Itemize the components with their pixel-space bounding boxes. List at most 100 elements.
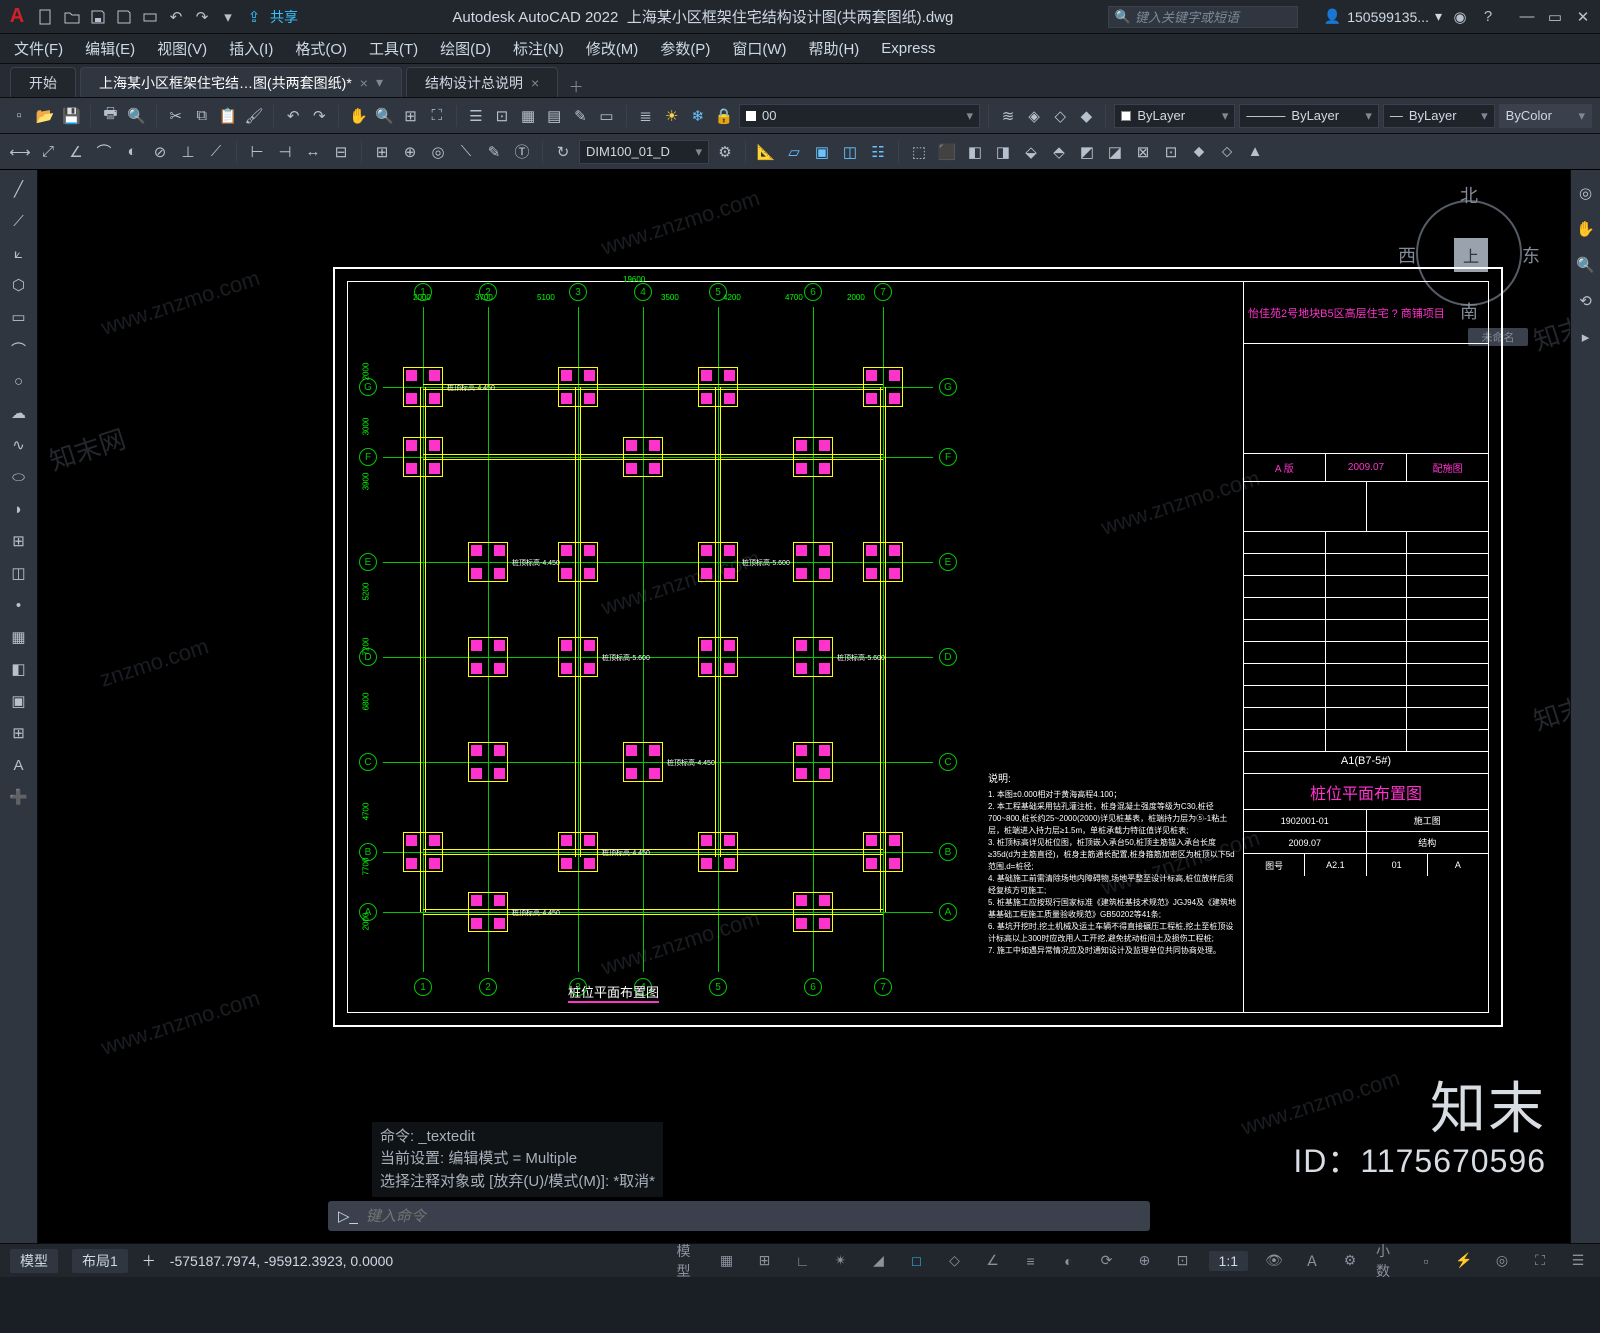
et13-icon[interactable]: ▲ xyxy=(1243,140,1267,164)
dim-aligned-icon[interactable]: ⤢ xyxy=(36,140,60,164)
menu-modify[interactable]: 修改(M) xyxy=(586,38,639,59)
layeroff-icon[interactable]: ◇ xyxy=(1049,104,1071,128)
qp-icon[interactable]: ⊡ xyxy=(1171,1249,1195,1273)
linetype-dropdown[interactable]: ———ByLayer▾ xyxy=(1239,104,1378,128)
et3-icon[interactable]: ◧ xyxy=(963,140,987,164)
undo2-icon[interactable]: ↶ xyxy=(282,104,304,128)
et12-icon[interactable]: ⬦ xyxy=(1215,140,1239,164)
compass-w[interactable]: 西 xyxy=(1398,242,1416,268)
layer-icon[interactable]: ≣ xyxy=(634,104,656,128)
et1-icon[interactable]: ⬚ xyxy=(907,140,931,164)
properties-icon[interactable]: ☰ xyxy=(465,104,487,128)
line-icon[interactable]: ╱ xyxy=(6,176,32,202)
copy-icon[interactable]: ⧉ xyxy=(191,104,213,128)
centermark-icon[interactable]: ⊕ xyxy=(398,140,422,164)
et4-icon[interactable]: ◨ xyxy=(991,140,1015,164)
share-label[interactable]: 共享 xyxy=(270,7,298,27)
rectangle-icon[interactable]: ▭ xyxy=(6,304,32,330)
layeron-icon[interactable]: ◆ xyxy=(1075,104,1097,128)
dimstyle-mgr-icon[interactable]: ⚙ xyxy=(713,140,737,164)
dim-radius-icon[interactable]: ◐ xyxy=(120,140,144,164)
menu-param[interactable]: 参数(P) xyxy=(660,38,710,59)
polygon-icon[interactable]: ⬡ xyxy=(6,272,32,298)
dim-jogged-icon[interactable]: ⟋ xyxy=(204,140,228,164)
et8-icon[interactable]: ◪ xyxy=(1103,140,1127,164)
sheet-set-icon[interactable]: ▤ xyxy=(543,104,565,128)
tab-doc2[interactable]: 结构设计总说明× xyxy=(406,67,558,97)
new2-icon[interactable]: ▫ xyxy=(8,104,30,128)
hwaccel-icon[interactable]: ⚡ xyxy=(1452,1249,1476,1273)
arc-icon[interactable]: ⌒ xyxy=(6,336,32,362)
qat-more-icon[interactable]: ▾ xyxy=(218,7,238,27)
addselected-icon[interactable]: ➕ xyxy=(6,784,32,810)
menu-window[interactable]: 窗口(W) xyxy=(732,38,786,59)
construction-line-icon[interactable]: ⟋ xyxy=(6,208,32,234)
isodraft-icon[interactable]: ◢ xyxy=(867,1249,891,1273)
layeriso-icon[interactable]: ◈ xyxy=(1023,104,1045,128)
table-icon[interactable]: ⊞ xyxy=(6,720,32,746)
color-dropdown[interactable]: ByLayer▾ xyxy=(1114,104,1235,128)
undo-icon[interactable]: ↶ xyxy=(166,7,186,27)
menu-draw[interactable]: 绘图(D) xyxy=(440,38,491,59)
cleanscreen-icon[interactable]: ⛶ xyxy=(1528,1249,1552,1273)
et10-icon[interactable]: ⊡ xyxy=(1159,140,1183,164)
menu-edit[interactable]: 编辑(E) xyxy=(85,38,135,59)
units-icon[interactable]: 小数 xyxy=(1376,1249,1400,1273)
et7-icon[interactable]: ◩ xyxy=(1075,140,1099,164)
polyline-icon[interactable]: ⟀ xyxy=(6,240,32,266)
open-icon[interactable] xyxy=(62,7,82,27)
model-tab[interactable]: 模型 xyxy=(10,1249,58,1273)
menu-tools[interactable]: 工具(T) xyxy=(369,38,418,59)
et11-icon[interactable]: ⬥ xyxy=(1187,140,1211,164)
autodesk-app-icon[interactable]: ◉ xyxy=(1450,7,1470,27)
menu-file[interactable]: 文件(F) xyxy=(14,38,63,59)
snap-mode-icon[interactable]: ⊞ xyxy=(753,1249,777,1273)
isolate-icon[interactable]: ◎ xyxy=(1490,1249,1514,1273)
region-icon[interactable]: ◫ xyxy=(838,140,862,164)
polar-icon[interactable]: ✴ xyxy=(829,1249,853,1273)
gradient-icon[interactable]: ◧ xyxy=(6,656,32,682)
nav-zoom-icon[interactable]: 🔍 xyxy=(1573,252,1599,278)
dim-break-icon[interactable]: ⊟ xyxy=(329,140,353,164)
dim-diameter-icon[interactable]: ⊘ xyxy=(148,140,172,164)
menu-dim[interactable]: 标注(N) xyxy=(513,38,564,59)
spline-icon[interactable]: ∿ xyxy=(6,432,32,458)
menu-express[interactable]: Express xyxy=(881,40,935,57)
save-icon[interactable] xyxy=(88,7,108,27)
layout1-tab[interactable]: 布局1 xyxy=(72,1249,128,1273)
help-icon[interactable]: ? xyxy=(1478,7,1498,27)
save2-icon[interactable]: 💾 xyxy=(60,104,82,128)
user-menu[interactable]: 👤 150599135... ▾ xyxy=(1324,8,1442,25)
dim-arc-icon[interactable]: ⌒ xyxy=(92,140,116,164)
zoomwin-icon[interactable]: ⊞ xyxy=(400,104,422,128)
compass-n[interactable]: 北 xyxy=(1460,182,1478,208)
dim-ordinate-icon[interactable]: ⊥ xyxy=(176,140,200,164)
nav-showmotion-icon[interactable]: ▸ xyxy=(1573,324,1599,350)
et6-icon[interactable]: ⬘ xyxy=(1047,140,1071,164)
tab-start[interactable]: 开始 xyxy=(10,67,76,97)
measure-dist-icon[interactable]: 📐 xyxy=(754,140,778,164)
menu-insert[interactable]: 插入(I) xyxy=(229,38,273,59)
redo2-icon[interactable]: ↷ xyxy=(308,104,330,128)
et5-icon[interactable]: ⬙ xyxy=(1019,140,1043,164)
grid-snap-icon[interactable]: ▦ xyxy=(715,1249,739,1273)
saveas-icon[interactable] xyxy=(114,7,134,27)
menu-view[interactable]: 视图(V) xyxy=(157,38,207,59)
insert-block-icon[interactable]: ⊞ xyxy=(6,528,32,554)
tab-new-icon[interactable]: ＋ xyxy=(562,76,590,97)
layer-state-icon[interactable]: ☀ xyxy=(661,104,683,128)
annoviz-icon[interactable]: 👁 xyxy=(1262,1249,1286,1273)
cut-icon[interactable]: ✂ xyxy=(165,104,187,128)
layer-lock-icon[interactable]: 🔒 xyxy=(713,104,735,128)
redo-icon[interactable]: ↷ xyxy=(192,7,212,27)
otrack-icon[interactable]: ∠ xyxy=(981,1249,1005,1273)
help-search[interactable]: 🔍 键入关键字或短语 xyxy=(1108,6,1298,28)
customize-icon[interactable]: ☰ xyxy=(1566,1249,1590,1273)
ellipse-arc-icon[interactable]: ◗ xyxy=(6,496,32,522)
menu-help[interactable]: 帮助(H) xyxy=(808,38,859,59)
tab-close-icon[interactable]: × xyxy=(360,75,368,91)
annoauto-icon[interactable]: Ａ xyxy=(1300,1249,1324,1273)
open2-icon[interactable]: 📂 xyxy=(34,104,56,128)
nav-pan-icon[interactable]: ✋ xyxy=(1573,216,1599,242)
et2-icon[interactable]: ⬛ xyxy=(935,140,959,164)
